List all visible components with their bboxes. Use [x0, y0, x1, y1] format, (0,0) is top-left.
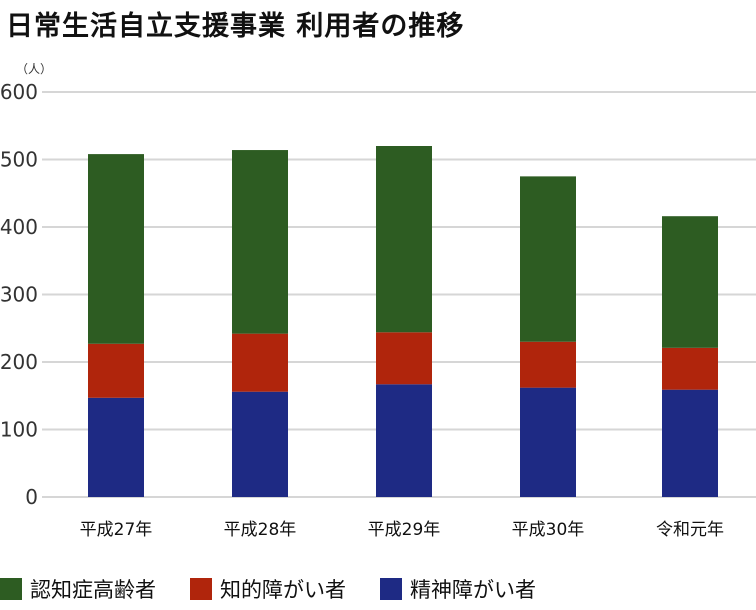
bar-segment [662, 216, 718, 348]
x-tick-label: 平成28年 [224, 520, 297, 540]
legend: 認知症高齢者 知的障がい者 精神障がい者 [0, 574, 570, 604]
legend-item: 知的障がい者 [190, 574, 346, 604]
legend-item: 認知症高齢者 [0, 574, 156, 604]
legend-swatch [190, 578, 212, 600]
chart-title: 日常生活自立支援事業 利用者の推移 [6, 11, 465, 42]
y-tick-label: 400 [0, 215, 38, 239]
y-tick-label: 100 [0, 418, 38, 442]
x-tick-label: 令和元年 [656, 520, 724, 540]
bar-segment [520, 176, 576, 342]
y-tick-label: 300 [0, 283, 38, 307]
legend-item: 精神障がい者 [380, 574, 536, 604]
bar-segment [232, 333, 288, 392]
x-tick-label: 平成27年 [80, 520, 153, 540]
y-tick-label: 600 [0, 80, 38, 104]
bar-segment [88, 397, 144, 497]
bar-segment [88, 343, 144, 398]
y-tick-label: 0 [25, 485, 38, 509]
y-tick-label: 500 [0, 148, 38, 172]
legend-label: 知的障がい者 [220, 578, 346, 602]
stacked-bar-chart: 0 100 200 300 400 500 600 平成27年 平成28年 平成29年 平成30年 令… [0, 80, 756, 540]
bar-segment [520, 387, 576, 497]
bar-segment [232, 150, 288, 334]
x-tick-label: 平成29年 [368, 520, 441, 540]
legend-swatch [380, 578, 402, 600]
legend-swatch [0, 578, 22, 600]
x-tick-label: 平成30年 [512, 520, 585, 540]
bar-segment [232, 391, 288, 497]
y-axis-unit: （人） [16, 62, 53, 76]
bar-segment [662, 389, 718, 497]
legend-label: 精神障がい者 [410, 578, 536, 602]
legend-label: 認知症高齢者 [30, 578, 156, 602]
bar-segment [520, 341, 576, 388]
bar-segment [662, 347, 718, 390]
bar-segment [376, 384, 432, 497]
bar-segment [376, 146, 432, 333]
y-tick-label: 200 [0, 350, 38, 374]
bar-segment [88, 154, 144, 344]
bar-segment [376, 332, 432, 385]
